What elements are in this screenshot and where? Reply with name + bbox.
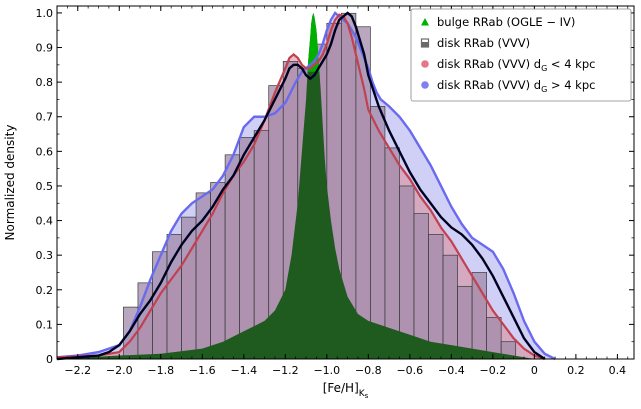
- x-axis-title-main: [Fe/H]: [323, 381, 359, 395]
- x-tick-label: −0.6: [396, 364, 423, 377]
- legend-marker-dot: [421, 81, 429, 89]
- y-tick-label: 0.9: [36, 42, 54, 55]
- legend-label: disk RRab (VVV) dG > 4 kpc: [437, 78, 595, 94]
- legend-label-sub: G: [541, 85, 547, 94]
- x-axis-title-sub: K: [359, 389, 366, 399]
- x-tick-label: −0.2: [480, 364, 507, 377]
- x-axis-ticks: −2.2 −2.0 −1.8 −1.6 −1.4 −1.2 −1.0 −0.8 −0.6 −0.4…: [56, 6, 629, 377]
- series-lines: [56, 11, 556, 361]
- y-axis-ticks: 0 0.1 0.2 0.3 0.4 0.5 0.6 0.7 0.8 0.9 1.0: [36, 7, 634, 366]
- y-tick-label: 0.1: [36, 318, 54, 331]
- y-tick-label: 0: [46, 353, 53, 366]
- legend-marker-dot: [421, 60, 429, 68]
- y-tick-label: 0.5: [36, 180, 54, 193]
- plot-frame: [56, 5, 635, 360]
- y-tick-label: 0.4: [36, 215, 54, 228]
- legend-label: disk RRab (VVV): [437, 36, 530, 50]
- legend-label-main: disk RRab (VVV): [437, 36, 530, 50]
- histogram-bar: [181, 216, 197, 360]
- y-tick-label: 0.8: [36, 76, 54, 89]
- legend-label-main: disk RRab (VVV) d: [437, 57, 541, 71]
- x-tick-label: −1.0: [313, 364, 340, 377]
- near-disk-line: [56, 13, 546, 361]
- y-tick-label: 0.6: [36, 145, 54, 158]
- legend-marker-bar-fill: [421, 42, 429, 47]
- x-tick-label: −2.0: [106, 364, 133, 377]
- legend-marker-triangle: [421, 18, 429, 26]
- y-tick-label: 0.2: [36, 284, 54, 297]
- x-tick-label: −1.6: [189, 364, 216, 377]
- x-tick-label: 0.2: [567, 364, 585, 377]
- x-axis-title: [Fe/H]Ks: [323, 381, 369, 400]
- histogram-bar: [471, 272, 487, 360]
- histogram-bar: [370, 106, 386, 360]
- legend-label: disk RRab (VVV) dG < 4 kpc: [437, 57, 595, 73]
- histogram-bar: [239, 137, 255, 360]
- x-tick-label: −2.2: [64, 364, 91, 377]
- x-tick-label: 0: [531, 364, 538, 377]
- y-tick-label: 0.3: [36, 249, 54, 262]
- x-tick-label: −0.4: [438, 364, 465, 377]
- histogram-bar: [210, 182, 226, 360]
- legend: bulge RRab (OGLE − IV) disk RRab (VVV) dis…: [410, 8, 632, 102]
- y-tick-label: 1.0: [36, 7, 54, 20]
- x-tick-label: −1.2: [272, 364, 299, 377]
- histogram-bar: [166, 234, 182, 360]
- x-tick-label: −1.8: [147, 364, 174, 377]
- disk-total-line: [56, 11, 546, 361]
- histogram-bar: [442, 254, 458, 360]
- y-tick-label: 0.7: [36, 111, 54, 124]
- x-tick-label: 0.4: [609, 364, 627, 377]
- legend-label-rest: < 4 kpc: [547, 57, 595, 71]
- x-tick-label: −1.4: [230, 364, 257, 377]
- legend-label-rest: > 4 kpc: [547, 78, 595, 92]
- histogram-bar: [428, 234, 444, 360]
- bulge-area: [57, 12, 535, 359]
- far-disk-line: [56, 11, 556, 361]
- legend-box: [410, 8, 632, 102]
- x-axis-title-subsub: s: [365, 392, 369, 400]
- x-tick-label: −0.8: [355, 364, 382, 377]
- legend-label: bulge RRab (OGLE − IV): [437, 15, 575, 29]
- legend-label-sub: G: [541, 64, 547, 73]
- legend-label-main: bulge RRab (OGLE − IV): [437, 15, 575, 29]
- legend-label-main: disk RRab (VVV) d: [437, 78, 541, 92]
- y-axis-title: Normalized density: [3, 125, 17, 241]
